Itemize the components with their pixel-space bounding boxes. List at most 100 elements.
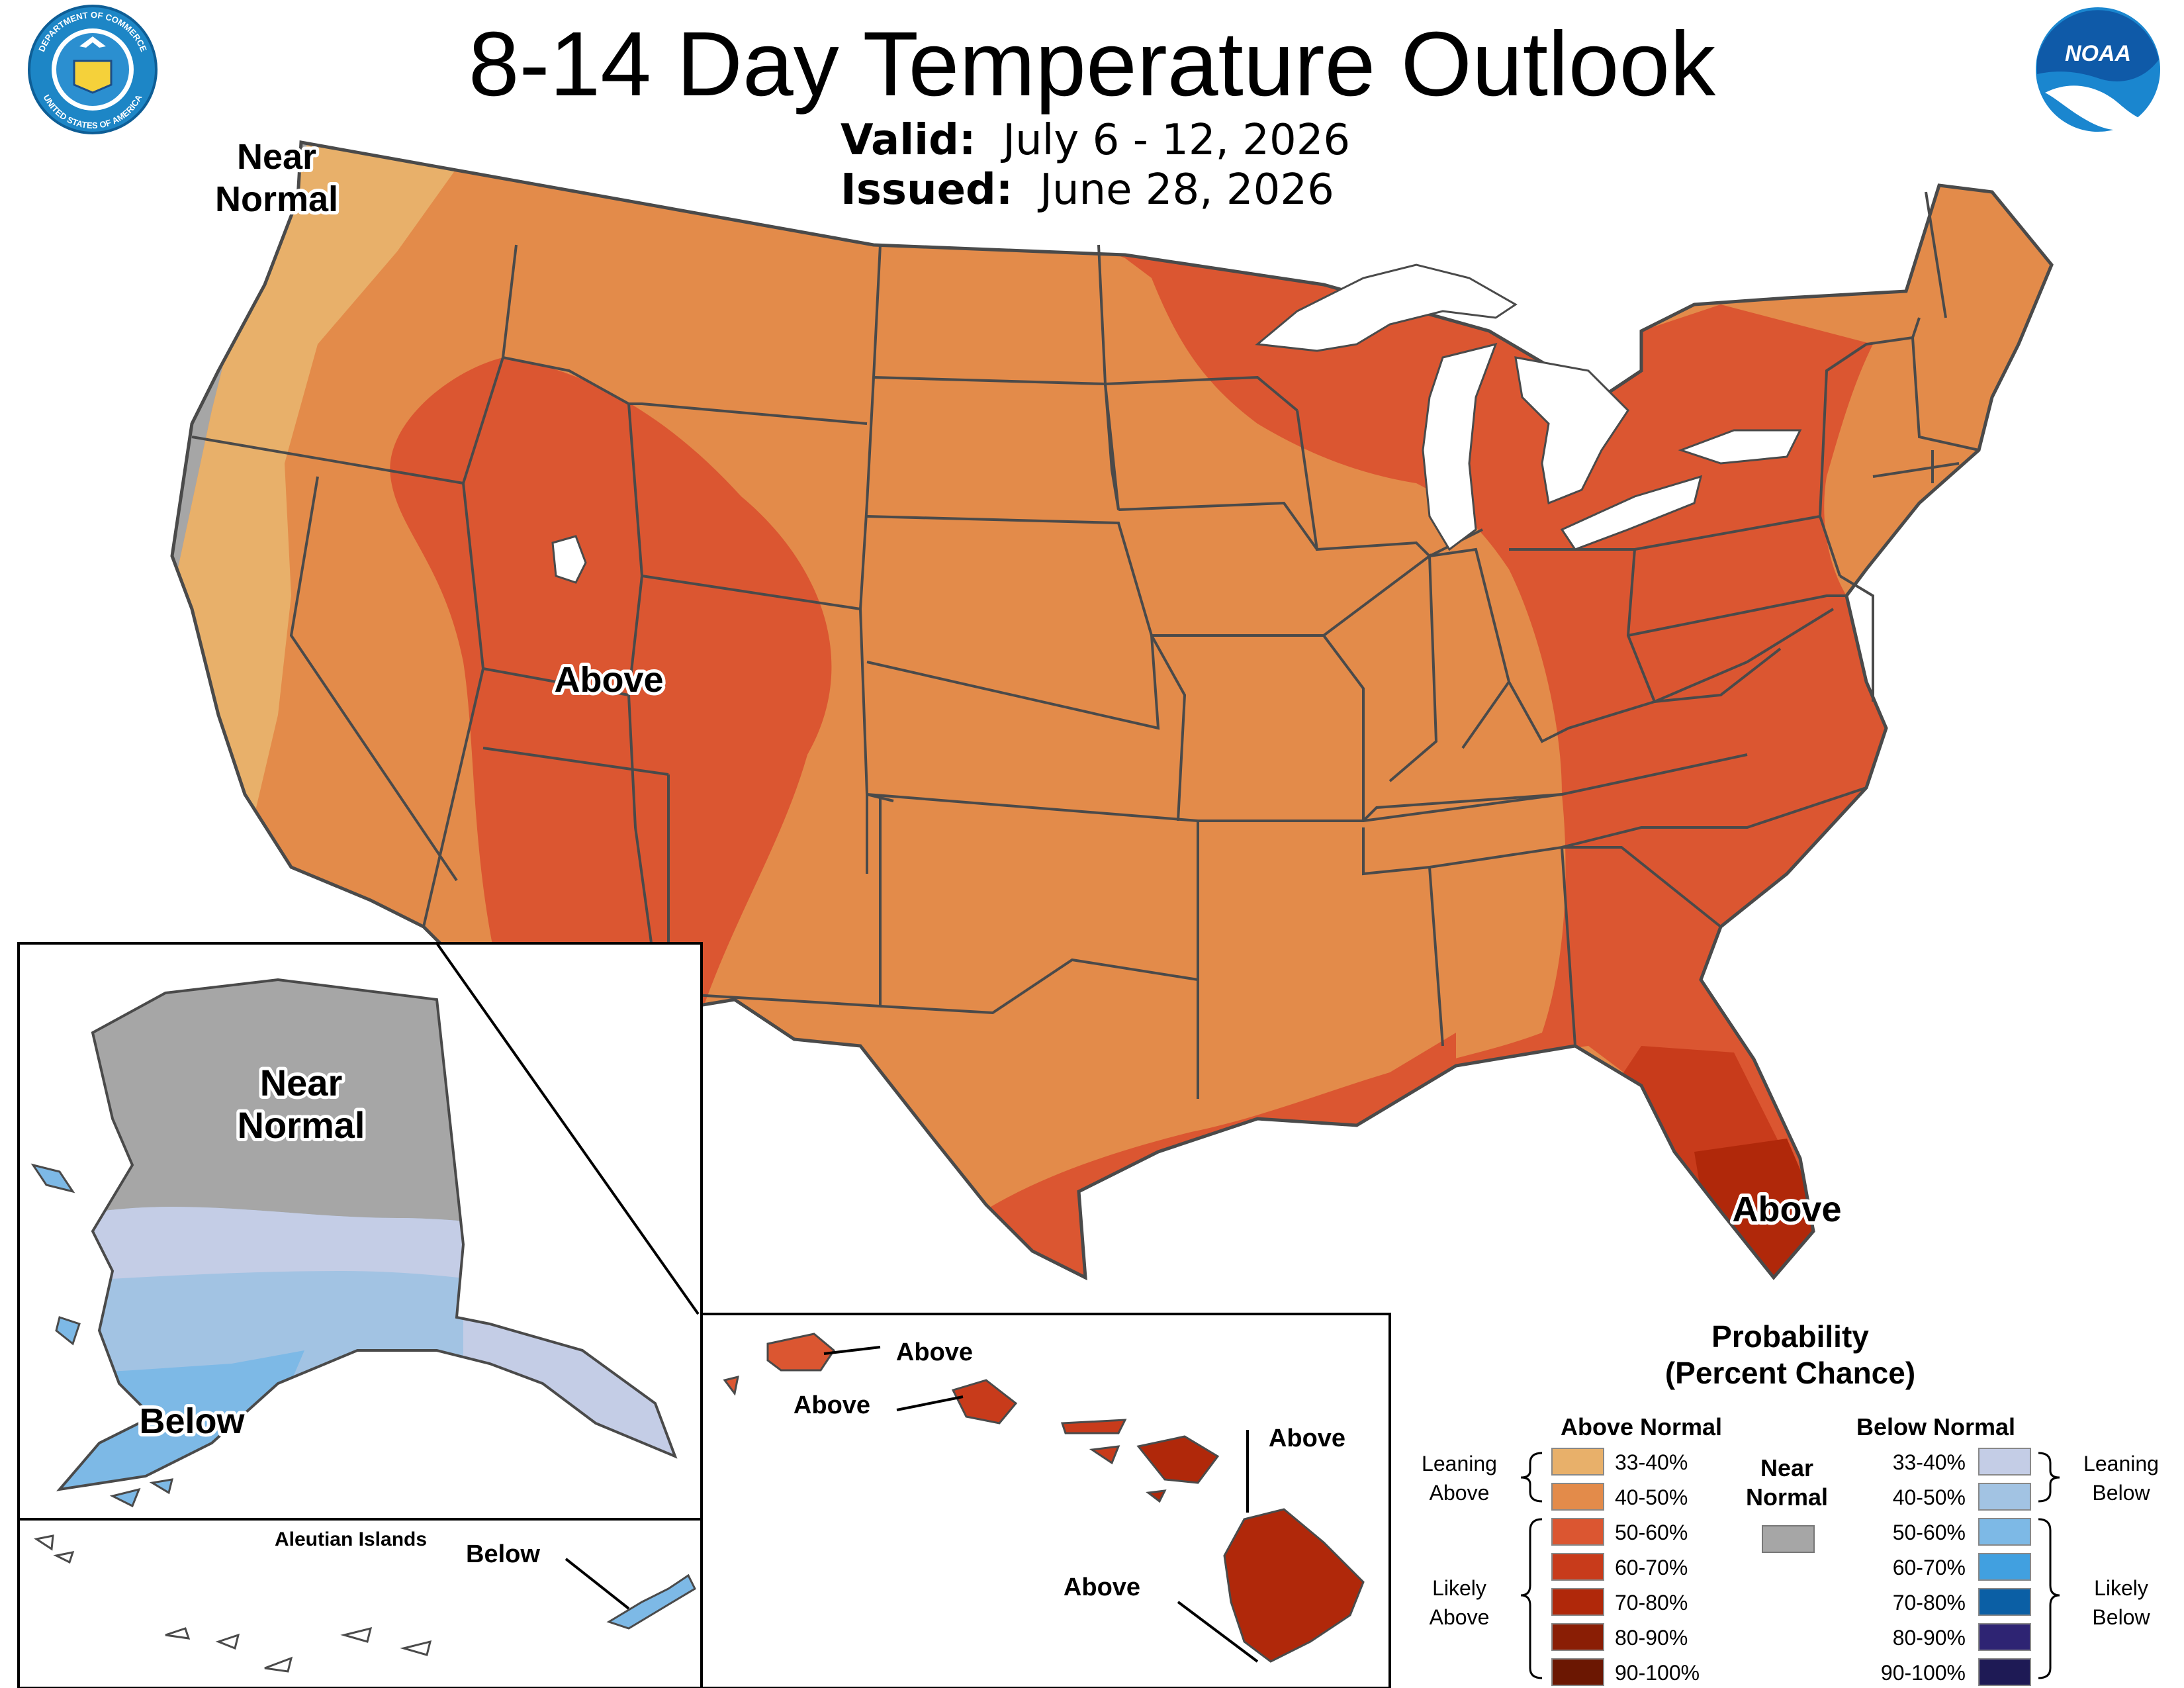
oahu-leader <box>896 1395 964 1411</box>
issued-date: Issued: June 28, 2026 <box>841 165 1334 214</box>
label-hawaii-big-island: Above <box>1064 1573 1140 1601</box>
legend-below-swatch-6 <box>1978 1623 2031 1651</box>
legend-above-swatch-2 <box>1551 1483 1604 1511</box>
legend-below-label-7: 90-100% <box>1881 1661 1966 1685</box>
legend-above-swatch-5 <box>1551 1588 1604 1616</box>
legend-below-label-2: 40-50% <box>1893 1485 1966 1509</box>
alaska-inset <box>17 942 703 1521</box>
label-aleutian-below: Below <box>466 1540 540 1568</box>
label-conus-utah: Above <box>554 660 663 700</box>
label-alaska-north-line2: Normal <box>238 1104 365 1146</box>
kahoolawe <box>1146 1489 1167 1503</box>
lake-erie <box>1560 475 1703 551</box>
legend-above-swatch-3 <box>1551 1518 1604 1546</box>
legend-below-label-4: 60-70% <box>1893 1556 1966 1579</box>
big-island-leader <box>1177 1601 1259 1663</box>
valid-dates: Valid: July 6 - 12, 2026 <box>841 116 1350 165</box>
legend-leaning-below: Leaning Below <box>2083 1452 2159 1505</box>
kauai <box>766 1333 835 1372</box>
legend-near-header-line1: Near <box>1760 1454 1813 1481</box>
label-hawaii-maui: Above <box>1269 1425 1345 1452</box>
probability-legend: Probability (Percent Chance) Above Norma… <box>1422 1319 2159 1686</box>
legend-leaning-below-line2: Below <box>2092 1481 2150 1505</box>
brace-likely-above <box>1520 1518 1543 1679</box>
legend-near-header: Near Normal <box>1746 1454 1828 1511</box>
legend-below-label-3: 50-60% <box>1893 1521 1966 1544</box>
leaning-above-zone-west-coast <box>172 142 463 827</box>
legend-likely-above-line1: Likely <box>1432 1576 1486 1600</box>
legend-leaning-above-line2: Above <box>1430 1481 1490 1505</box>
lanai <box>1089 1445 1120 1465</box>
lake-michigan <box>1422 342 1498 551</box>
legend-title-line1: Probability <box>1711 1319 1869 1354</box>
lake-ontario <box>1678 429 1802 465</box>
legend-likely-above: Likely Above <box>1430 1576 1490 1629</box>
label-hawaii-kauai: Above <box>896 1338 973 1366</box>
legend-below-header: Below Normal <box>1856 1413 2015 1440</box>
legend-above-label-3: 50-60% <box>1615 1521 1688 1544</box>
legend-below-swatch-4 <box>1978 1553 2031 1581</box>
maui <box>1136 1435 1220 1484</box>
label-conus-northwest-line2: Normal <box>215 179 338 219</box>
likely-above-zone-gulf-coast <box>973 1033 1456 1278</box>
legend-below-label-1: 33-40% <box>1893 1450 1966 1474</box>
brace-likely-below <box>2038 1518 2060 1679</box>
label-conus-northwest-line1: Near <box>237 137 316 177</box>
legend-below-label-5: 70-80% <box>1893 1591 1966 1615</box>
map-label-group: Near Normal Above Above Near Normal Below … <box>136 134 1844 1601</box>
commerce-seal-logo: DEPARTMENT OF COMMERCE UNITED STATES OF … <box>28 5 158 134</box>
legend-above-label-7: 90-100% <box>1615 1661 1700 1685</box>
label-alaska-north: Near Normal <box>238 1062 365 1146</box>
aleutian-inset <box>17 1518 703 1688</box>
legend-above-label-5: 70-80% <box>1615 1591 1688 1615</box>
legend-near-normal-swatch <box>1762 1525 1815 1553</box>
alaska-islands <box>30 1163 174 1508</box>
legend-above-swatch-6 <box>1551 1623 1604 1651</box>
legend-below-label-6: 80-90% <box>1893 1626 1966 1650</box>
valid-label: Valid: <box>841 116 976 165</box>
legend-braces <box>1520 1452 2060 1679</box>
legend-below-swatches: 33-40% 40-50% 50-60% 60-70% 70-80% 80-90% 90-1… <box>1881 1448 2031 1686</box>
legend-above-header: Above Normal <box>1561 1413 1722 1440</box>
legend-title-line2: (Percent Chance) <box>1665 1356 1915 1390</box>
map-title: 8-14 Day Temperature Outlook <box>468 13 1716 115</box>
hawaii-inset <box>700 1313 1391 1688</box>
great-lakes <box>551 263 1802 584</box>
brace-leaning-above <box>1520 1452 1543 1503</box>
lake-huron <box>1514 356 1629 505</box>
legend-leaning-above-line1: Leaning <box>1422 1452 1497 1476</box>
legend-above-swatch-4 <box>1551 1553 1604 1581</box>
legend-above-swatch-7 <box>1551 1658 1604 1686</box>
aleutian-east-islands <box>606 1573 696 1630</box>
legend-below-swatch-2 <box>1978 1483 2031 1511</box>
label-conus-florida: Above <box>1732 1190 1841 1229</box>
noaa-logo-text: NOAA <box>2065 41 2131 66</box>
label-alaska-north-line1: Near <box>260 1062 343 1103</box>
valid-value: July 6 - 12, 2026 <box>1003 116 1351 165</box>
legend-above-label-6: 80-90% <box>1615 1626 1688 1650</box>
kauai-leader <box>823 1346 881 1355</box>
legend-near-header-line2: Normal <box>1746 1483 1828 1511</box>
legend-likely-below-line2: Below <box>2092 1605 2150 1629</box>
conus-outline <box>170 140 2054 1281</box>
legend-below-swatch-1 <box>1978 1448 2031 1476</box>
great-salt-lake <box>551 535 587 584</box>
legend-likely-below-line1: Likely <box>2094 1576 2148 1600</box>
legend-below-swatch-3 <box>1978 1518 2031 1546</box>
legend-likely-above-line2: Above <box>1430 1605 1490 1629</box>
likely-above-zone-florida-60 <box>1615 1046 1787 1205</box>
issued-label: Issued: <box>841 165 1013 214</box>
likely-above-zone-interior-west <box>390 357 832 1033</box>
label-conus-northwest: Near Normal <box>215 137 338 219</box>
alaska-outline <box>56 978 678 1491</box>
legend-leaning-above: Leaning Above <box>1422 1452 1497 1505</box>
aleutian-below-leader <box>565 1558 630 1610</box>
aleutian-islands <box>34 1534 432 1673</box>
label-aleutian-title: Aleutian Islands <box>275 1528 427 1550</box>
legend-above-label-1: 33-40% <box>1615 1450 1688 1474</box>
label-hawaii-oahu: Above <box>794 1391 870 1419</box>
legend-above-swatch-1 <box>1551 1448 1604 1476</box>
oahu <box>951 1379 1018 1425</box>
legend-leaning-below-line1: Leaning <box>2083 1452 2159 1476</box>
